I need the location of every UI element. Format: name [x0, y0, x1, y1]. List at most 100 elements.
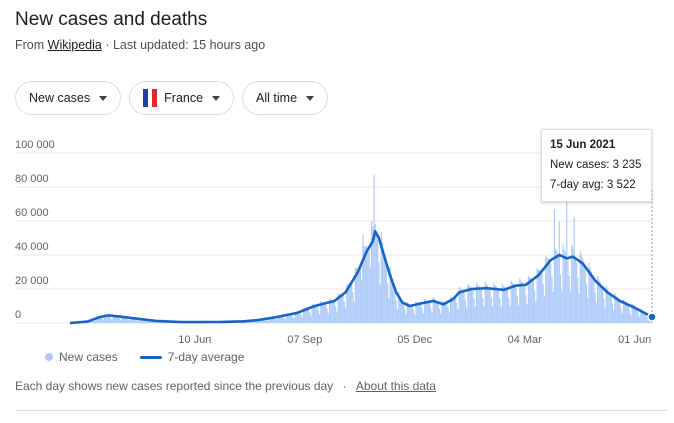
new-cases-bar: [552, 292, 554, 323]
new-cases-bar: [459, 288, 462, 323]
new-cases-bar: [290, 314, 292, 323]
new-cases-bar: [503, 285, 505, 323]
new-cases-bar: [333, 302, 336, 323]
about-data-link[interactable]: About this data: [355, 379, 436, 393]
new-cases-bar: [519, 278, 521, 323]
new-cases-bar: [640, 308, 642, 323]
country-dropdown[interactable]: France: [129, 81, 235, 115]
new-cases-bar: [431, 312, 433, 323]
new-cases-bar: [374, 223, 376, 323]
new-cases-bar: [361, 279, 363, 323]
chart-legend: New cases 7-day average: [45, 350, 244, 364]
new-cases-bar: [405, 314, 407, 323]
new-cases-bar: [272, 317, 274, 323]
new-cases-bar: [593, 281, 595, 323]
time-range-label: All time: [256, 91, 298, 105]
new-cases-bar: [499, 298, 501, 323]
new-cases-bar: [428, 302, 431, 323]
new-cases-bar: [369, 267, 371, 323]
new-cases-bar: [599, 282, 601, 323]
new-cases-bar: [551, 277, 553, 323]
new-cases-bar: [515, 287, 517, 323]
new-cases-bar: [446, 303, 448, 323]
new-cases-bar: [274, 318, 276, 323]
metric-dropdown[interactable]: New cases: [15, 81, 122, 115]
wikipedia-link[interactable]: Wikipedia: [47, 38, 102, 52]
new-cases-bar: [154, 321, 156, 323]
new-cases-bar: [572, 248, 574, 323]
x-tick-label: 01 Jun: [618, 334, 651, 346]
new-cases-legend-icon: [45, 353, 53, 361]
new-cases-bar: [616, 297, 618, 323]
new-cases-bar: [400, 298, 402, 323]
new-cases-bar: [338, 294, 340, 323]
new-cases-bar: [410, 305, 412, 323]
new-cases-bar: [368, 251, 370, 323]
new-cases-bar: [125, 317, 127, 323]
new-cases-bar: [548, 260, 551, 323]
new-cases-bar: [456, 302, 458, 323]
new-cases-bar: [307, 309, 310, 323]
new-cases-bar: [587, 297, 589, 323]
new-cases-bar: [467, 284, 469, 323]
new-cases-bar: [278, 315, 280, 323]
new-cases-bar: [319, 314, 321, 323]
new-cases-bar: [336, 311, 338, 323]
new-cases-bar: [493, 282, 495, 323]
new-cases-bar: [509, 306, 511, 323]
new-cases-bar: [106, 315, 108, 323]
new-cases-bar: [146, 321, 148, 323]
new-cases-bar: [335, 306, 337, 323]
tooltip-average: 7-day avg: 3 522: [550, 179, 636, 191]
new-cases-bar: [94, 321, 96, 323]
new-cases-bar: [613, 310, 615, 323]
new-cases-bar: [117, 316, 119, 323]
tooltip-date: 15 Jun 2021: [550, 139, 616, 151]
new-cases-bar: [487, 285, 489, 323]
new-cases-bar: [568, 275, 570, 323]
new-cases-bar: [105, 314, 107, 323]
new-cases-bar: [419, 303, 421, 323]
new-cases-bar: [534, 290, 536, 323]
new-cases-bar: [629, 310, 631, 323]
new-cases-bar: [482, 298, 484, 323]
new-cases-bar: [389, 266, 391, 323]
new-cases-bar: [420, 304, 422, 323]
dropdown-arrow-icon: [306, 95, 315, 101]
new-cases-bar: [347, 284, 349, 323]
new-cases-bar: [288, 313, 290, 323]
new-cases-bar: [573, 217, 575, 323]
new-cases-bar: [255, 320, 258, 323]
new-cases-bar: [330, 299, 332, 323]
new-cases-bar: [121, 315, 123, 323]
new-cases-bar: [447, 307, 449, 323]
new-cases-bar: [370, 221, 373, 323]
seven-day-average-line: [69, 229, 653, 325]
new-cases-bar: [564, 252, 567, 323]
new-cases-bar: [102, 319, 104, 323]
new-cases-bar: [395, 300, 397, 323]
new-cases-bar: [315, 305, 317, 323]
new-cases-bar: [536, 267, 538, 323]
new-cases-bar: [488, 287, 490, 323]
time-range-dropdown[interactable]: All time: [242, 81, 329, 115]
new-cases-bar: [562, 244, 564, 323]
new-cases-bar: [340, 294, 342, 323]
new-cases-bar: [524, 286, 526, 323]
new-cases-bar: [622, 298, 625, 323]
new-cases-bar: [520, 280, 522, 323]
cases-chart[interactable]: 100 000 80 000 60 000 40 000 20 000 0 10 Jun 0…: [0, 0, 674, 350]
metric-label: New cases: [29, 91, 91, 105]
new-cases-bar: [498, 291, 500, 323]
new-cases-bar: [458, 286, 460, 323]
new-cases-bar: [373, 175, 375, 323]
new-cases-bar: [463, 292, 465, 323]
new-cases-bar: [285, 313, 287, 323]
new-cases-bar: [441, 300, 443, 323]
new-cases-bar: [639, 316, 641, 323]
new-cases-bar: [298, 312, 300, 323]
new-cases-bar: [588, 262, 590, 323]
new-cases-bar: [265, 319, 268, 323]
new-cases-bar: [383, 249, 385, 323]
new-cases-bar: [312, 304, 315, 323]
